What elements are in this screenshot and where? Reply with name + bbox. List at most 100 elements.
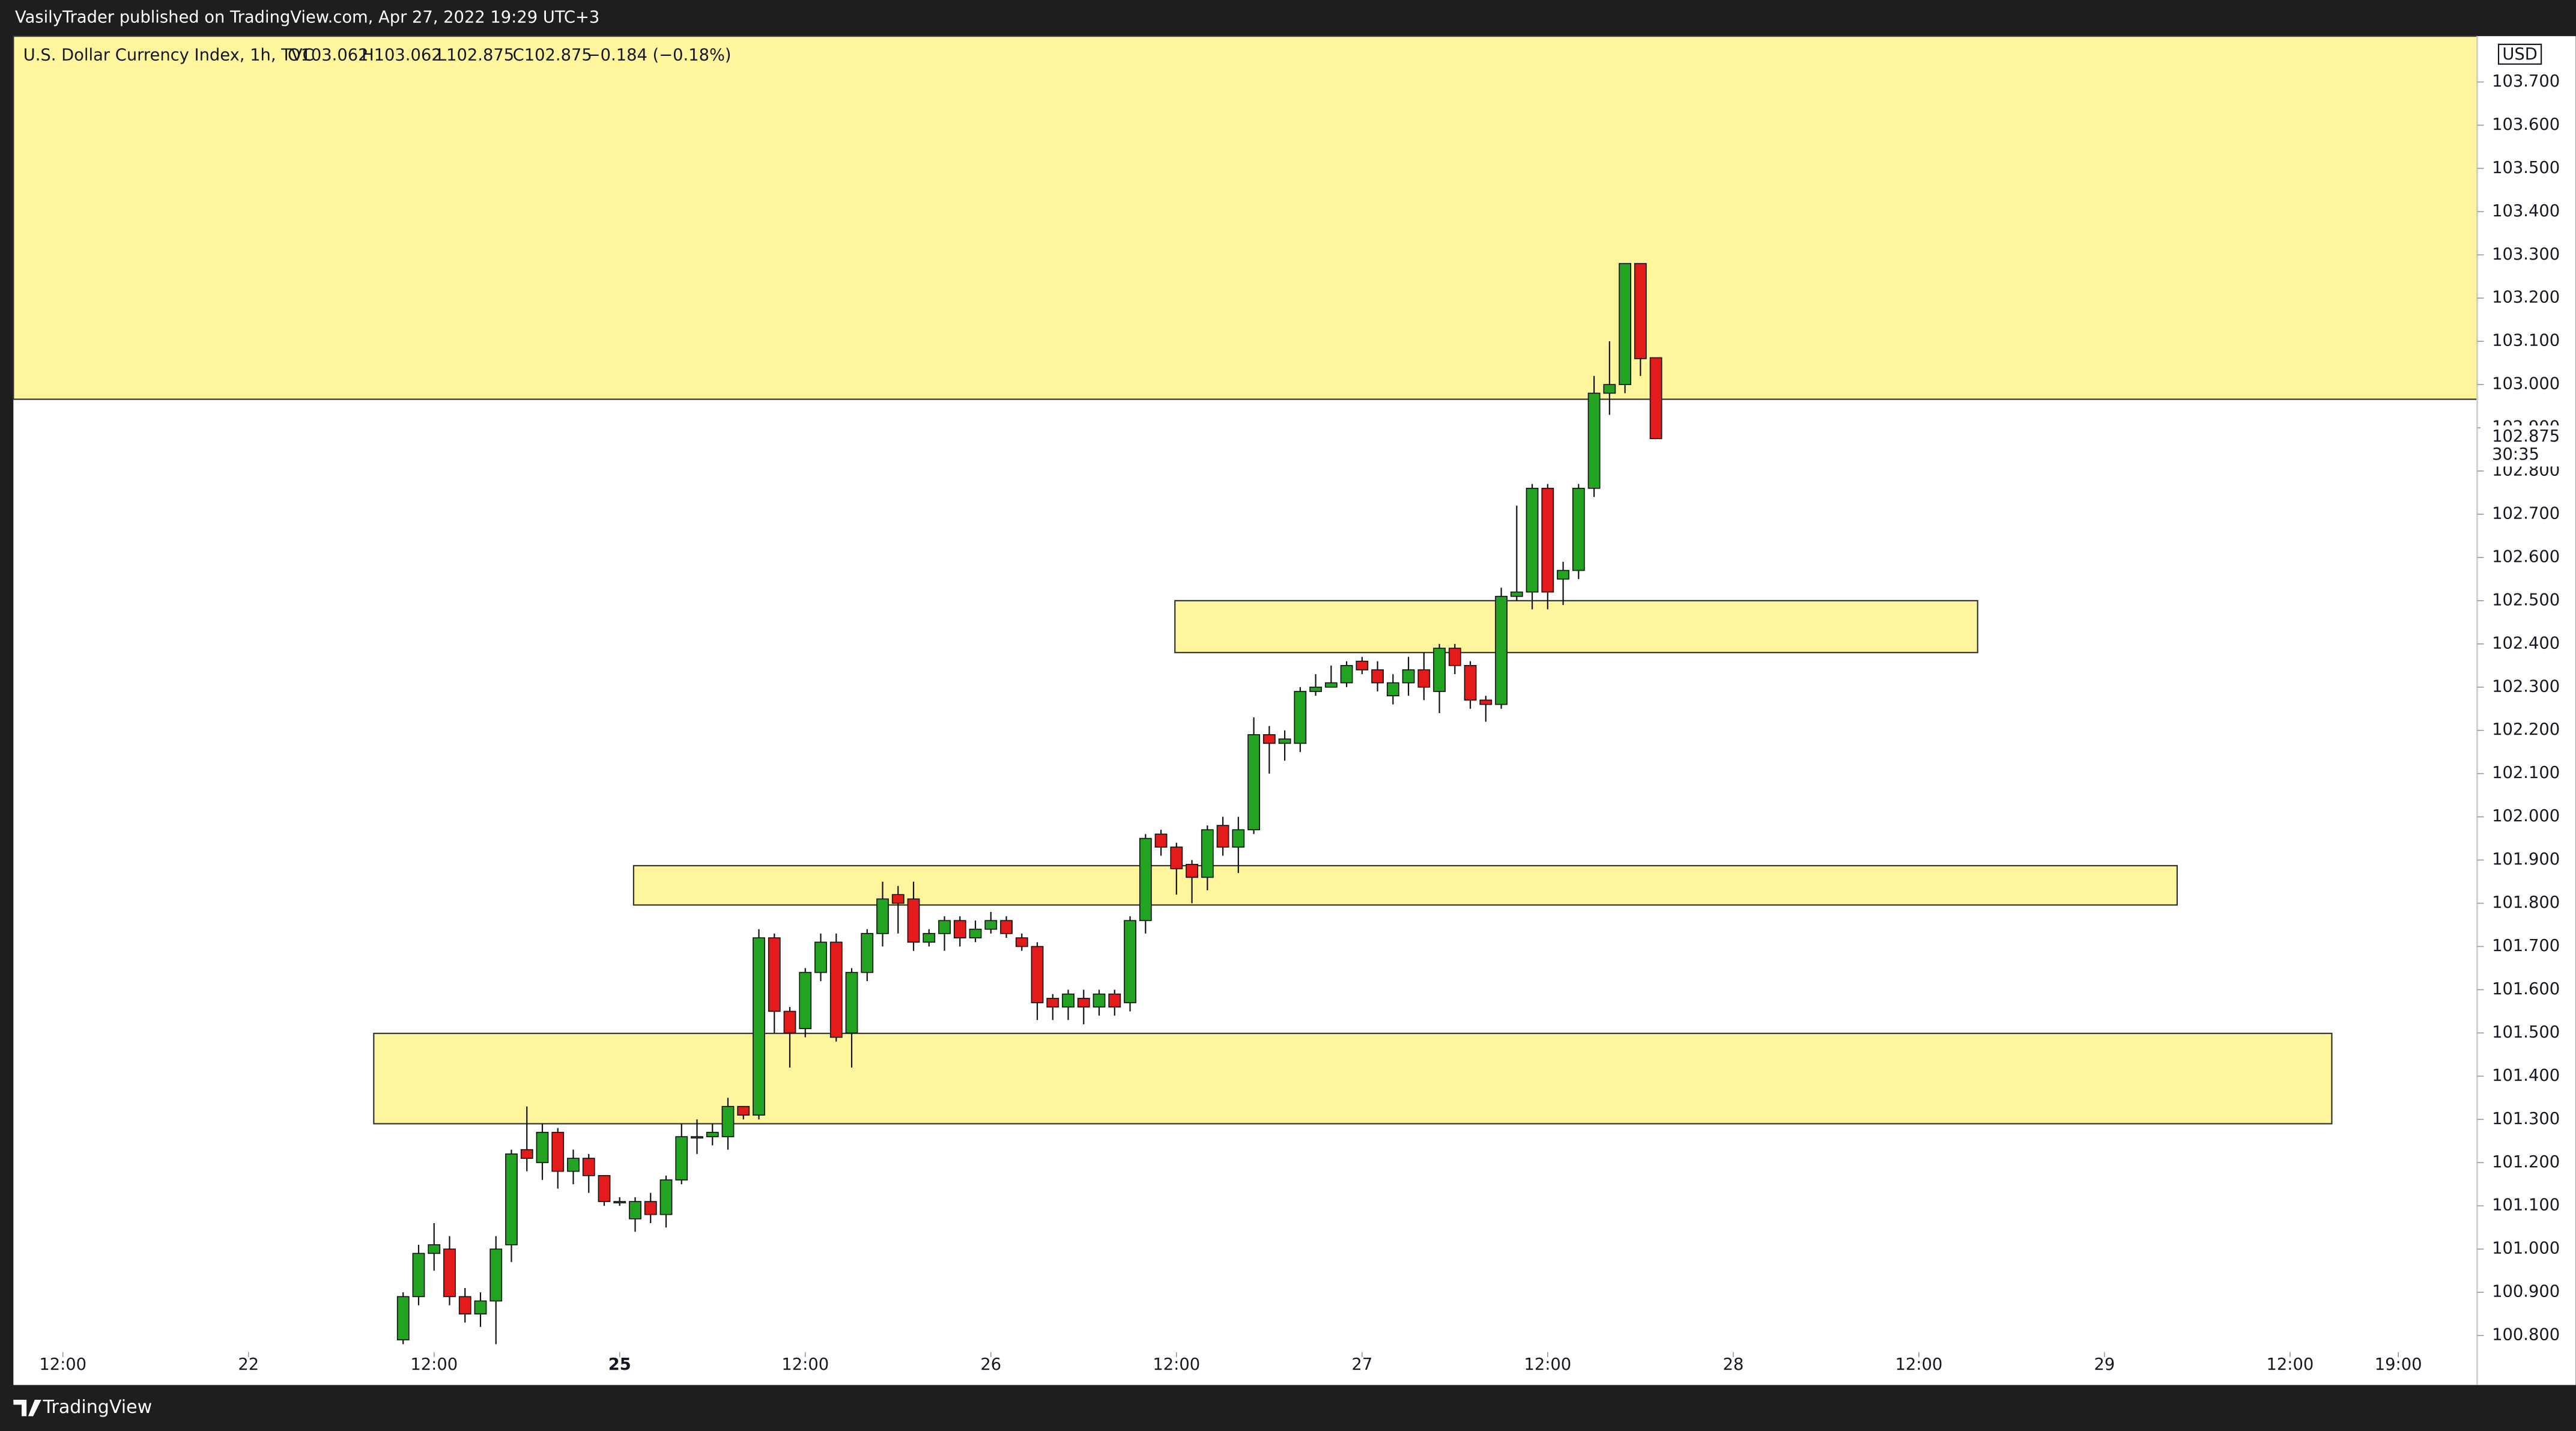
x-tick-label: 12:00	[1153, 1355, 1200, 1374]
candle-body	[1510, 591, 1523, 597]
x-tick-label: 12:00	[1524, 1355, 1571, 1374]
candle-body	[1262, 734, 1276, 744]
last-price-box	[2480, 425, 2573, 467]
candle-body	[1247, 734, 1260, 831]
candle-body	[567, 1158, 580, 1172]
y-tick-label: 101.400	[2492, 1066, 2560, 1085]
candle-body	[582, 1158, 595, 1176]
candle-body	[598, 1175, 611, 1202]
candle-body	[1216, 825, 1229, 848]
candle-body	[1356, 660, 1369, 670]
x-tick-label: 28	[1723, 1355, 1744, 1374]
candle-body	[1294, 691, 1307, 744]
candle-body	[1433, 648, 1446, 692]
x-tick-label: 22	[238, 1355, 259, 1374]
y-tick-label: 102.700	[2492, 504, 2560, 523]
candle-body	[551, 1132, 565, 1172]
y-tick-label: 101.000	[2492, 1239, 2560, 1258]
candle-body	[799, 971, 812, 1030]
candle-body	[768, 937, 781, 1012]
candle-body	[783, 1010, 796, 1034]
candle-body	[629, 1201, 641, 1220]
y-tick-label: 100.900	[2492, 1283, 2560, 1301]
candle-body	[891, 894, 905, 904]
y-tick-label: 102.300	[2492, 677, 2560, 696]
candle-body	[520, 1149, 533, 1159]
legend-open: O103.062	[288, 46, 369, 64]
candle-body	[907, 898, 920, 943]
candle-body	[984, 920, 998, 930]
publisher: VasilyTrader published on TradingView.co…	[15, 8, 599, 27]
x-tick-label: 27	[1351, 1355, 1372, 1374]
currency-box	[2497, 43, 2542, 65]
y-tick-label: 101.100	[2492, 1196, 2560, 1215]
x-tick-label: 29	[2094, 1355, 2115, 1374]
y-tick-label: 101.900	[2492, 850, 2560, 869]
candle-body	[861, 933, 874, 973]
y-tick-label: 103.700	[2492, 72, 2560, 91]
candle-body	[691, 1136, 703, 1139]
candle-body	[659, 1179, 673, 1215]
footer-brand: TradingView	[43, 1397, 153, 1418]
y-tick-label: 103.000	[2492, 375, 2560, 393]
candle-body	[1526, 487, 1539, 593]
y-tick-label: 100.800	[2492, 1326, 2560, 1344]
last-price: 102.875	[2492, 427, 2560, 446]
x-tick-label: 12:00	[1895, 1355, 1942, 1374]
candle-body	[923, 933, 936, 943]
candle-body	[1077, 998, 1090, 1008]
candle-body	[1649, 357, 1662, 439]
x-tick-label: 26	[980, 1355, 1001, 1374]
candle-body	[1371, 669, 1384, 684]
logo-icon	[13, 1400, 41, 1417]
candle-body	[1046, 998, 1059, 1008]
candle-body	[458, 1296, 471, 1314]
candle-body	[1170, 846, 1183, 869]
candle-body	[1309, 686, 1322, 692]
candle-body	[1139, 837, 1152, 922]
y-tick-label: 101.500	[2492, 1023, 2560, 1042]
y-tick-label: 101.200	[2492, 1153, 2560, 1171]
candle-body	[1124, 920, 1136, 1003]
candle-body	[829, 941, 843, 1038]
candle-body	[1340, 664, 1353, 684]
zone	[373, 1033, 2333, 1125]
y-tick-label: 102.400	[2492, 634, 2560, 652]
y-tick-label: 102.100	[2492, 764, 2560, 782]
candle-body	[721, 1105, 735, 1137]
candle-body	[1278, 738, 1291, 744]
y-tick-label: 103.400	[2492, 202, 2560, 220]
candle-body	[1557, 570, 1569, 580]
x-tick-label: 12:00	[39, 1355, 86, 1374]
candle-body	[969, 928, 982, 938]
candle-body	[938, 920, 951, 934]
candle-body	[1154, 833, 1168, 848]
y-tick-label: 102.000	[2492, 807, 2560, 825]
zone	[632, 864, 2178, 906]
candle-body	[428, 1244, 441, 1254]
candle-body	[1448, 648, 1461, 666]
axes: 100.800 100.900 101.000 101.100 101.200 101.3…	[39, 72, 2573, 1374]
countdown: 30:35	[2492, 445, 2539, 464]
y-tick-label: 101.800	[2492, 893, 2560, 912]
candle-body	[1479, 699, 1493, 705]
zone	[1174, 600, 1978, 654]
candle-body	[675, 1136, 688, 1180]
candle-body	[1062, 993, 1074, 1008]
candle-body	[412, 1253, 425, 1298]
y-tick-label: 103.100	[2492, 332, 2560, 350]
candle-body	[1619, 263, 1631, 385]
x-tick-label: 19:00	[2375, 1355, 2422, 1374]
candle-body	[814, 941, 827, 973]
y-tick-label: 103.500	[2492, 159, 2560, 177]
candle-body	[1324, 682, 1338, 688]
candle-body	[1015, 937, 1028, 947]
candle-body	[1603, 384, 1616, 394]
x-tick-label: 12:00	[781, 1355, 829, 1374]
legend-low: L102.875	[437, 46, 514, 64]
candle-body	[396, 1296, 410, 1341]
candle-body	[706, 1132, 719, 1137]
candle-body	[876, 898, 889, 934]
